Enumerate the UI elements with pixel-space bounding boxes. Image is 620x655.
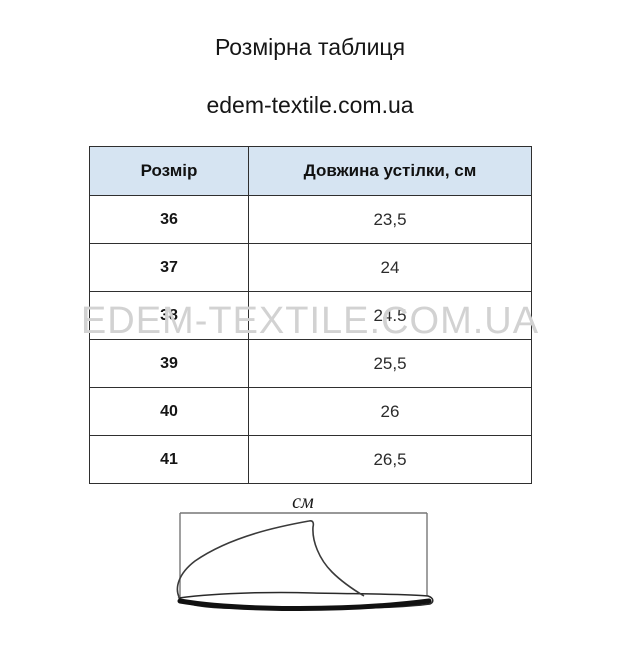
- size-value: 36: [89, 195, 249, 244]
- table-row: 38 24.5: [89, 291, 532, 340]
- measurement-line: [179, 512, 428, 600]
- table-row: 40 26: [89, 387, 532, 436]
- size-value: 41: [89, 435, 249, 484]
- size-value: 39: [89, 339, 249, 388]
- size-value: 40: [89, 387, 249, 436]
- size-value: 37: [89, 243, 249, 292]
- table-row: 37 24: [89, 243, 532, 292]
- slipper-drawing: [176, 520, 434, 611]
- length-value: 26,5: [248, 435, 532, 484]
- size-table: Розмір Довжина устілки, см 36 23,5 37 24…: [89, 146, 532, 484]
- site-url: edem-textile.com.ua: [206, 92, 414, 118]
- cm-label: см: [292, 491, 314, 513]
- table-row: 39 25,5: [89, 339, 532, 388]
- slipper-upper: [176, 520, 365, 598]
- header-insole-length: Довжина устілки, см: [248, 146, 532, 196]
- size-value: 38: [89, 291, 249, 340]
- table-header-row: Розмір Довжина устілки, см: [89, 146, 532, 196]
- length-value: 23,5: [248, 195, 532, 244]
- table-row: 36 23,5: [89, 195, 532, 244]
- header-size: Розмір: [89, 146, 249, 196]
- slipper-sole-bottom: [177, 598, 432, 611]
- length-value: 26: [248, 387, 532, 436]
- length-value: 25,5: [248, 339, 532, 388]
- page-title: Розмірна таблиця: [214, 34, 406, 60]
- slipper-measurement-figure: см: [176, 491, 434, 611]
- length-value: 24.5: [248, 291, 532, 340]
- table-row: 41 26,5: [89, 435, 532, 484]
- length-value: 24: [248, 243, 532, 292]
